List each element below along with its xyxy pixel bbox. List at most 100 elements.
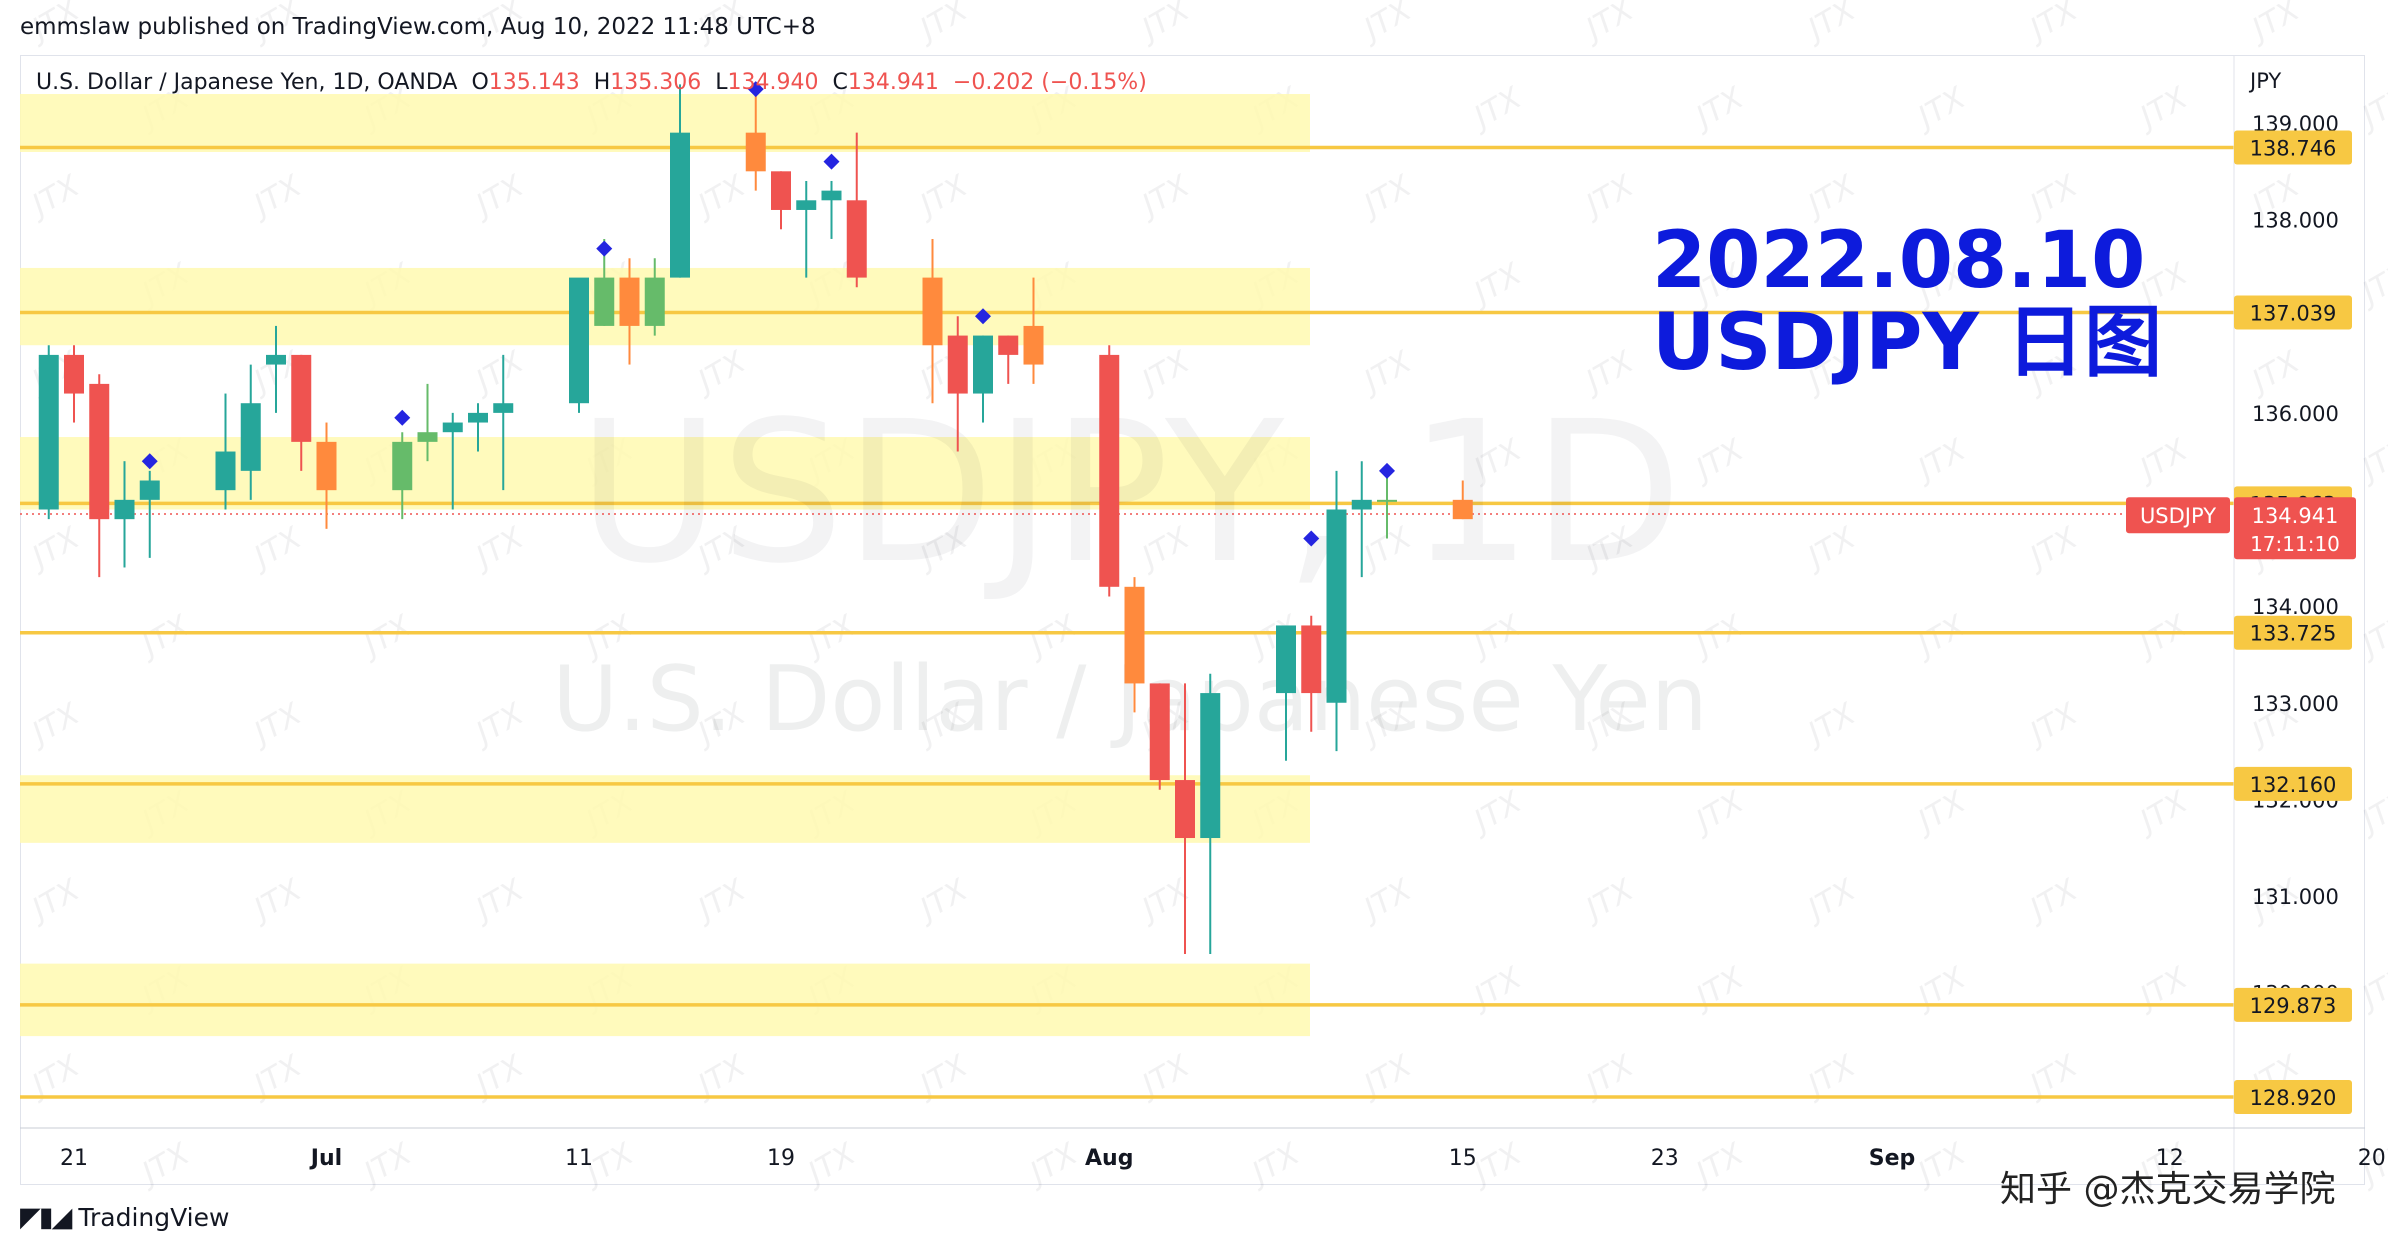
candle (1175, 683, 1195, 954)
watermark-tile: JTX (1686, 432, 1750, 489)
tradingview-logo-icon: ◤▮◢ (20, 1202, 72, 1233)
candle-body (291, 354, 312, 442)
watermark-tile: JTX (1798, 696, 1862, 753)
candle (922, 238, 943, 404)
candle-body (973, 335, 993, 394)
candle-body (1124, 586, 1145, 684)
candle-body (1099, 354, 1120, 587)
watermark-tile: JTX (2130, 608, 2194, 665)
watermark-tile: JTX (1908, 960, 1972, 1017)
watermark-tile: JTX (1576, 872, 1640, 929)
time-tick-label: 21 (60, 1146, 88, 1171)
chart-legend: U.S. Dollar / Japanese Yen, 1D, OANDA O 13… (36, 70, 1147, 95)
watermark-tile: JTX (688, 0, 752, 49)
watermark-tile: JTX (354, 608, 418, 665)
last-price-symbol-bg (2126, 497, 2230, 534)
chart-frame[interactable] (20, 55, 2365, 1185)
watermark-tile: JTX (2130, 960, 2194, 1017)
watermark-tile: JTX (1464, 960, 1528, 1017)
legend-symbol: U.S. Dollar / Japanese Yen, 1D, OANDA (36, 70, 458, 95)
candle-body (468, 412, 488, 423)
candle (215, 393, 236, 510)
watermark-tile: JTX (1686, 960, 1750, 1017)
price-zone (20, 963, 1310, 1037)
candle-body (670, 132, 690, 278)
watermark-tile: JTX (2352, 608, 2388, 665)
watermark-tile: JTX (1798, 0, 1862, 49)
watermark-tile: JTX (2020, 872, 2084, 929)
candle-body (417, 432, 438, 442)
watermark-tile: JTX (244, 872, 308, 929)
watermark-tile: JTX (22, 0, 86, 49)
level-tag-label: 138.746 (2250, 137, 2337, 161)
watermark-tile: JTX (244, 0, 308, 49)
candle (1276, 625, 1296, 761)
time-tick-label: 12 (2156, 1146, 2184, 1171)
time-tick-label: 19 (767, 1146, 795, 1171)
legend-close-label: C (832, 70, 848, 95)
watermark-tile: JTX (466, 696, 530, 753)
candle-body (442, 422, 463, 433)
watermark-symbol: USDJPY, 1D (578, 379, 1683, 606)
legend-open-label: O (471, 70, 489, 95)
level-tag-bg (2234, 130, 2352, 165)
watermark-tile: JTX (2352, 960, 2388, 1017)
time-tick-label: Jul (309, 1146, 342, 1171)
watermark-tile: JTX (1464, 256, 1528, 313)
candle (64, 345, 84, 423)
watermark-tile: JTX (1908, 784, 1972, 841)
candle-body (139, 480, 160, 500)
candle (114, 461, 135, 568)
watermark-tile: JTX (2130, 432, 2194, 489)
candle-body (1276, 625, 1296, 694)
candle (796, 180, 817, 278)
watermark-tile: JTX (2130, 784, 2194, 841)
candle (1124, 577, 1145, 713)
candle (569, 277, 589, 413)
watermark-tile: JTX (22, 168, 86, 225)
watermark-tile: JTX (1686, 784, 1750, 841)
watermark-tile: JTX (1686, 1136, 1750, 1193)
legend-low: 134.940 (727, 70, 819, 95)
candle-body (64, 354, 84, 394)
price-tick-label: 134.000 (2252, 595, 2339, 619)
author-credit: 知乎 @杰克交易学院 (2000, 1169, 2336, 1210)
candle-body (947, 335, 968, 394)
watermark-tile: JTX (1464, 784, 1528, 841)
price-zone (20, 267, 1310, 346)
level-tag-label: 132.160 (2250, 773, 2337, 797)
level-tag-bg (2234, 987, 2352, 1022)
candle-body (796, 200, 817, 210)
headline: 2022.08.10 USDJPY 日图 (1652, 220, 2162, 384)
marker-diamond-icon (1303, 530, 1320, 547)
candle-body (1149, 683, 1170, 781)
tradingview-brand[interactable]: ◤▮◢ TradingView (20, 1202, 229, 1233)
watermark-tile: JTX (22, 696, 86, 753)
time-tick-label: 20 (2358, 1146, 2386, 1171)
signal-markers (141, 81, 1395, 547)
level-tag-label: 128.920 (2250, 1086, 2337, 1110)
time-axis: 21 Jul 11 19 Aug 15 23 Sep 12 20 (60, 1146, 2386, 1171)
candle-body (1326, 509, 1347, 703)
candle (468, 403, 488, 452)
candle-body (1023, 325, 1044, 365)
candle (745, 84, 766, 191)
candle-body (569, 277, 589, 404)
candle (1099, 345, 1120, 597)
watermark-tile: JTX (910, 872, 974, 929)
watermark-tile: JTX (2352, 256, 2388, 313)
candle (846, 132, 867, 288)
candle-body (846, 200, 867, 278)
watermark-tile: JTX (1020, 1136, 1084, 1193)
candle (1200, 673, 1221, 954)
support-resistance-zones (20, 94, 1310, 1037)
candle (771, 171, 791, 230)
tradingview-brand-label: TradingView (78, 1203, 230, 1232)
candle (1351, 461, 1372, 578)
time-tick-label: 23 (1651, 1146, 1679, 1171)
legend-close: 134.941 (847, 70, 939, 95)
watermark-tile: JTX (22, 520, 86, 577)
candles (38, 84, 1473, 954)
candle (1326, 470, 1347, 752)
